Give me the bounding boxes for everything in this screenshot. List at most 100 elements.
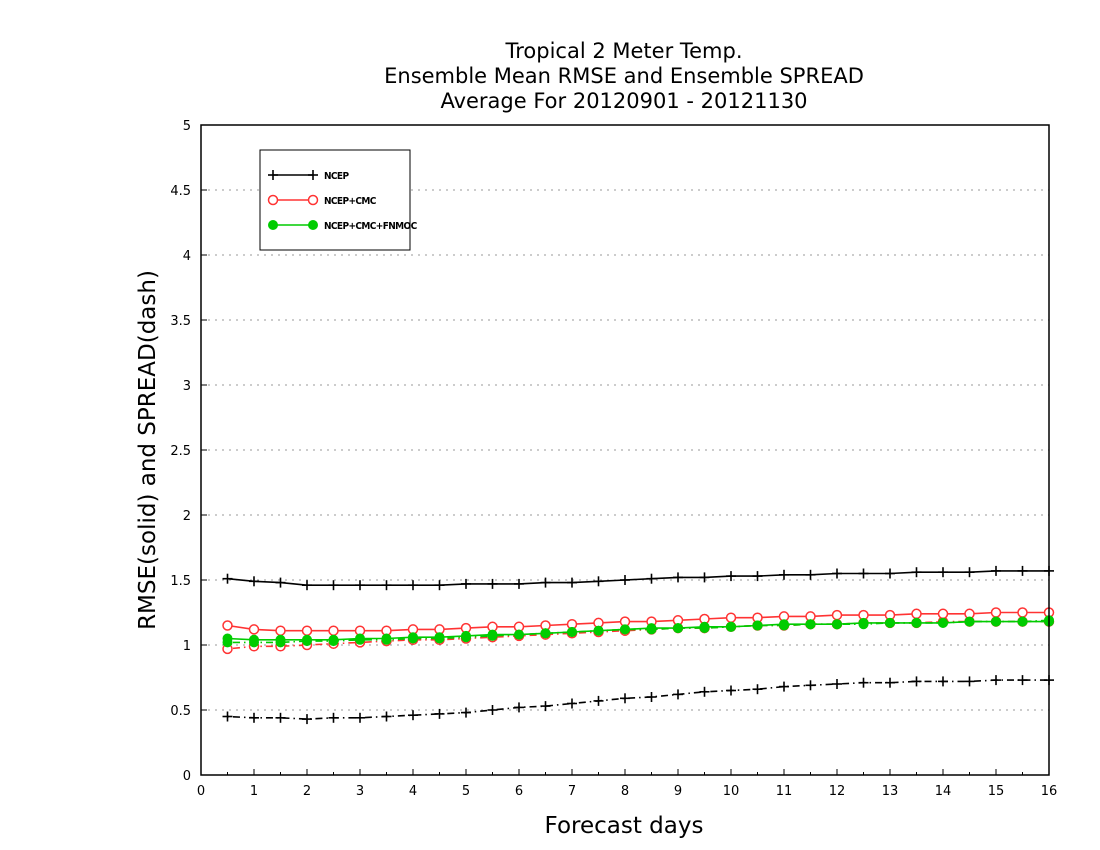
y-tick-label-6: 3	[183, 379, 191, 394]
ncep-spread-point-17	[673, 689, 683, 700]
ncep-cmc-rmse-point-26	[911, 608, 922, 620]
ncep-spread-point-20	[752, 684, 763, 695]
ncep-rmse-point-30	[1017, 565, 1028, 576]
ncep-cmc-fnmoc-rmse-point-8	[434, 632, 445, 643]
y-axis-ticks: 0 0.5 1 1.5 2 2.5 3 3.5 4 4.5 5	[170, 119, 207, 784]
x-tick-label-7: 7	[568, 784, 576, 799]
ncep-spread-point-4	[328, 712, 339, 723]
ncep-spread-point-10	[487, 705, 498, 715]
ncep-spread-point-5	[355, 712, 365, 723]
ncep-cmc-fnmoc-rmse-point-12	[540, 628, 551, 639]
ncep-cmc-rmse-point-23	[831, 609, 843, 621]
ncep-cmc-fnmoc-rmse-point-16	[646, 623, 657, 634]
ncep-rmse-point-5	[355, 580, 365, 591]
ncep-cmc-fnmoc-rmse-point-9	[461, 630, 471, 641]
ncep-spread-line	[227, 679, 1049, 720]
ncep-cmc-fnmoc-rmse-point-14	[593, 625, 604, 636]
x-tick-label-4: 4	[409, 784, 417, 799]
legend-label-ncep: NCEP	[324, 171, 349, 182]
ncep-cmc-fnmoc-rmse-point-26	[911, 617, 922, 628]
series-layer	[222, 565, 1055, 725]
ncep-spread-point-7	[408, 710, 418, 721]
ncep-cmc-rmse-point-3	[301, 625, 313, 636]
ncep-cmc-fnmoc-rmse-point-23	[832, 619, 842, 630]
ncep-spread-point-28	[964, 676, 975, 687]
legend-label-ncep-cmc-fnmoc: NCEP+CMC+FNMOC	[324, 221, 418, 232]
ncep-cmc-fnmoc-rmse-point-20	[752, 620, 763, 631]
ncep-rmse-point-10	[487, 578, 498, 589]
x-tick-label-12: 12	[829, 784, 846, 799]
ncep-spread-point-8	[434, 708, 445, 719]
legend-marker-end-ncep	[308, 170, 318, 180]
ncep-cmc-rmse-point-0	[222, 620, 233, 631]
ncep-cmc-rmse-point-27	[937, 608, 949, 620]
x-tick-label-11: 11	[776, 784, 793, 799]
ncep-cmc-spread-line	[227, 620, 1049, 650]
ncep-rmse-point-18	[699, 572, 710, 583]
ncep-rmse-point-7	[408, 580, 418, 591]
x-tick-label-6: 6	[515, 784, 523, 799]
ncep-spread-point-25	[885, 677, 895, 688]
ncep-cmc-fnmoc-rmse-point-28	[964, 616, 975, 627]
legend-marker-start-ncep	[268, 170, 278, 180]
ncep-spread-point-27	[938, 676, 948, 687]
ncep-cmc-fnmoc-rmse-point-18	[699, 621, 710, 632]
ncep-spread-point-15	[620, 693, 630, 704]
x-tick-label-16: 16	[1041, 784, 1058, 799]
x-tick-label-5: 5	[462, 784, 470, 799]
ncep-cmc-fnmoc-rmse-point-3	[302, 634, 312, 645]
ncep-rmse-point-22	[805, 569, 816, 580]
ncep-rmse-point-0	[222, 573, 233, 584]
legend-marker-start-ncep-cmc-fnmoc	[268, 220, 278, 230]
ncep-rmse-point-6	[381, 580, 392, 591]
y-tick-label-7: 3.5	[170, 314, 191, 329]
ncep-cmc-fnmoc-rmse-point-25	[885, 617, 895, 628]
ncep-spread-point-23	[832, 679, 842, 689]
legend-marker-end-ncep-cmc	[307, 194, 319, 206]
ncep-cmc-rmse-point-19	[725, 612, 737, 623]
x-tick-label-8: 8	[621, 784, 629, 799]
ncep-cmc-fnmoc-rmse-point-22	[805, 619, 816, 630]
ncep-cmc-fnmoc-rmse-point-15	[620, 624, 630, 635]
ncep-rmse-point-14	[593, 576, 604, 587]
ncep-cmc-fnmoc-rmse-point-10	[487, 629, 498, 640]
x-tick-label-10: 10	[723, 784, 740, 799]
ncep-spread-point-9	[461, 707, 471, 718]
ncep-cmc-fnmoc-rmse-point-24	[858, 617, 869, 628]
ncep-spread-point-3	[302, 714, 312, 725]
ncep-rmse-point-16	[646, 573, 657, 584]
ncep-rmse-point-12	[540, 577, 551, 588]
x-axis-label: Forecast days	[545, 813, 704, 839]
ncep-cmc-fnmoc-rmse-point-0	[222, 633, 233, 644]
x-tick-label-0: 0	[197, 784, 205, 799]
ncep-rmse-point-2	[275, 577, 286, 588]
title-line-3: Average For 20120901 - 20121130	[440, 89, 807, 113]
y-tick-label-2: 1	[183, 639, 191, 654]
ncep-spread-point-19	[726, 685, 736, 696]
ncep-cmc-fnmoc-rmse-point-27	[938, 617, 948, 628]
y-tick-label-1: 0.5	[170, 704, 191, 719]
ncep-spread-point-24	[858, 677, 869, 688]
x-tick-label-3: 3	[356, 784, 364, 799]
ncep-cmc-fnmoc-rmse-point-4	[328, 634, 339, 645]
ncep-spread-point-6	[381, 711, 392, 722]
ncep-rmse-point-1	[249, 576, 259, 587]
ncep-cmc-rmse-point-1	[248, 624, 260, 635]
ncep-rmse-point-19	[726, 571, 736, 582]
ncep-spread-point-26	[911, 676, 922, 687]
ncep-cmc-fnmoc-rmse-point-13	[567, 627, 577, 637]
ncep-rmse-point-15	[620, 575, 630, 585]
ncep-rmse-line	[227, 570, 1049, 587]
ncep-cmc-fnmoc-rmse-point-6	[381, 633, 392, 644]
ncep-cmc-fnmoc-rmse-point-2	[275, 634, 286, 645]
y-tick-label-10: 5	[183, 119, 191, 134]
chart-title: Tropical 2 Meter Temp. Ensemble Mean RMS…	[384, 39, 864, 113]
ncep-cmc-fnmoc-rmse-point-17	[673, 623, 683, 634]
legend: NCEP NCEP+CMC NCEP+CMC+FNMOC	[259, 149, 418, 251]
y-tick-label-5: 2.5	[170, 444, 191, 459]
ncep-spread-point-13	[567, 698, 577, 709]
ncep-cmc-fnmoc-rmse-point-21	[779, 619, 789, 630]
ncep-rmse-point-23	[832, 568, 842, 579]
x-tick-label-2: 2	[303, 784, 311, 799]
ncep-spread-point-30	[1017, 675, 1028, 686]
